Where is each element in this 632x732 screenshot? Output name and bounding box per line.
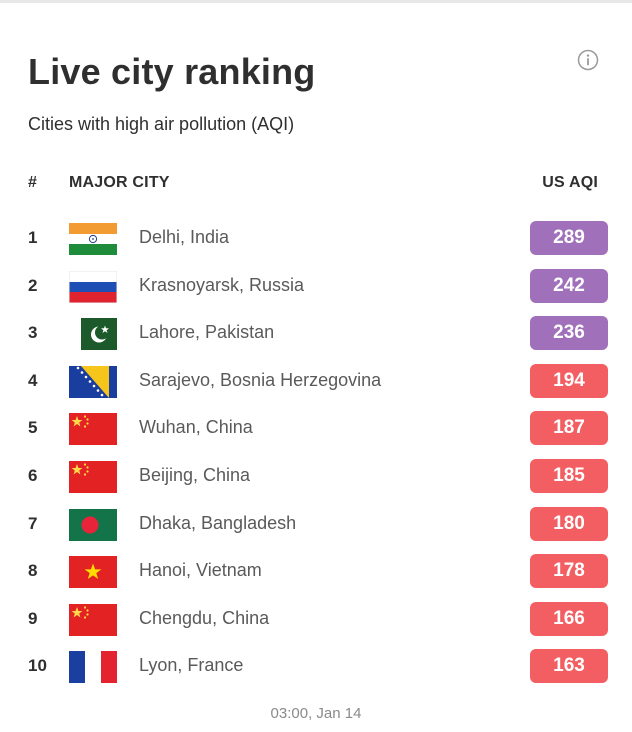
table-row[interactable]: 6 Beijing, China 185 [0,453,632,501]
bangladesh-flag-icon [69,508,117,541]
rank-number: 9 [28,608,38,628]
pakistan-flag-icon [81,318,117,351]
russia-flag-icon [69,270,117,303]
column-header-aqi: US AQI [542,174,598,191]
table-row[interactable]: 9 Chengdu, China 166 [0,596,632,644]
city-link[interactable]: Delhi, India [139,227,230,247]
aqi-badge: 163 [530,649,608,684]
rank-number: 4 [28,370,38,390]
city-link[interactable]: Beijing, China [139,464,251,485]
aqi-badge: 180 [530,506,608,541]
rank-number: 6 [28,465,38,485]
bosnia-flag-icon [69,365,117,398]
aqi-badge: 166 [530,601,608,636]
top-divider [0,0,632,3]
city-link[interactable]: Dhaka, Bangladesh [139,512,297,533]
table-row[interactable]: 2 Krasnoyarsk, Russia 242 [0,263,632,311]
city-link[interactable]: Lahore, Pakistan [139,322,275,343]
aqi-badge: 242 [530,268,608,303]
table-row[interactable]: 10 Lyon, France 163 [0,643,632,691]
table-row[interactable]: 4 Sarajevo, Bosnia Herzegovina 194 [0,358,632,406]
widget-title: Live city ranking [28,51,316,92]
india-flag-icon [69,223,117,255]
table-row[interactable]: 7 Dhaka, Bangladesh 180 [0,501,632,549]
city-link[interactable]: Wuhan, China [139,417,253,438]
china-flag-icon [69,460,117,493]
aqi-badge: 187 [530,411,608,446]
aqi-badge: 236 [530,316,608,351]
rank-number: 8 [28,561,38,581]
china-flag-icon [69,603,117,636]
last-updated-timestamp: 03:00, Jan 14 [270,705,362,722]
city-link[interactable]: Lyon, France [139,655,244,676]
france-flag-icon [69,651,117,684]
table-row[interactable]: 1 Delhi, India 289 [0,215,632,263]
rank-number: 3 [28,323,38,343]
aqi-badge: 289 [530,221,608,255]
aqi-badge: 185 [530,458,608,493]
china-flag-icon [69,413,117,446]
city-link[interactable]: Krasnoyarsk, Russia [139,274,305,295]
ranking-list: 1 Delhi, India 289 2 Krasnoyarsk, Russia 242 3… [0,215,632,691]
aqi-badge: 178 [530,554,608,589]
column-header-rank: # [28,174,38,191]
table-row[interactable]: 3 Lahore, Pakistan 236 [0,310,632,358]
column-header-city: MAJOR CITY [69,174,170,191]
city-ranking-widget: Live city ranking Cities with high air p… [0,3,632,732]
rank-number: 5 [28,418,38,438]
table-row[interactable]: 5 Wuhan, China 187 [0,405,632,453]
city-link[interactable]: Sarajevo, Bosnia Herzegovina [139,369,382,390]
rank-number: 1 [28,228,38,247]
rank-number: 7 [28,513,38,533]
vietnam-flag-icon [69,556,117,589]
table-row[interactable]: 8 Hanoi, Vietnam 178 [0,548,632,596]
info-icon[interactable] [577,49,599,71]
city-link[interactable]: Hanoi, Vietnam [139,560,262,581]
widget-subtitle: Cities with high air pollution (AQI) [28,114,295,134]
rank-number: 10 [28,656,47,676]
city-link[interactable]: Chengdu, China [139,607,270,628]
rank-number: 2 [28,275,38,295]
aqi-badge: 194 [530,363,608,398]
